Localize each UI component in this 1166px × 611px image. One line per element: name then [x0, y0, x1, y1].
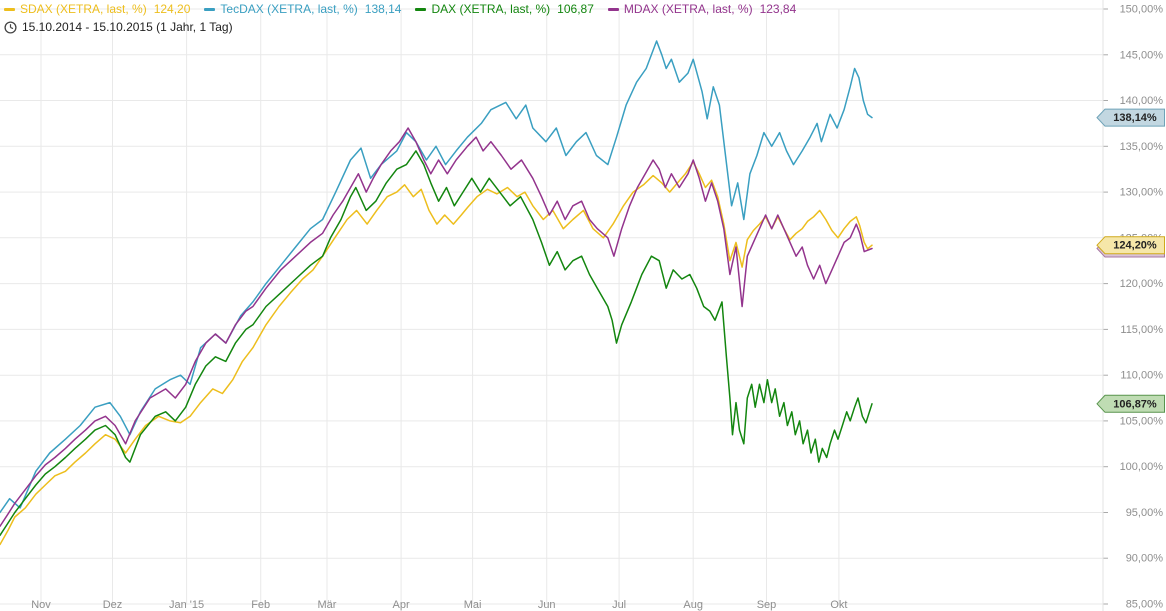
x-axis-label: Jul	[612, 599, 626, 611]
y-axis-label: 135,00%	[1120, 141, 1164, 153]
chart-period-label: 15.10.2014 - 15.10.2015 (1 Jahr, 1 Tag)	[22, 20, 233, 34]
x-axis-label: Jan '15	[169, 599, 204, 611]
legend-item-value: 123,84	[759, 2, 797, 16]
price-tag-tecdax	[1096, 108, 1165, 127]
clock-icon	[4, 20, 17, 34]
legend-color-dash	[204, 7, 216, 11]
x-axis-label: Aug	[683, 599, 703, 611]
x-axis-label: Feb	[251, 599, 270, 611]
legend-item-mdax[interactable]: MDAX (XETRA, last, %) 123,84	[607, 2, 797, 16]
legend-color-dash	[607, 7, 619, 11]
x-axis-label: Mär	[318, 599, 337, 611]
price-tag-value: 138,14%	[1113, 112, 1157, 124]
y-axis-label: 130,00%	[1120, 187, 1164, 199]
chart-legend: SDAX (XETRA, last, %) 124,20 TecDAX (XETRA…	[4, 2, 796, 34]
x-axis-label: Jun	[538, 599, 556, 611]
legend-item-tecdax[interactable]: TecDAX (XETRA, last, %) 138,14	[204, 2, 401, 16]
price-tag-value: 124,20%	[1113, 240, 1157, 252]
y-axis-label: 110,00%	[1120, 370, 1163, 382]
y-axis-label: 115,00%	[1120, 324, 1163, 336]
x-axis-label: Nov	[31, 599, 51, 611]
y-axis-label: 150,00%	[1120, 4, 1164, 16]
y-axis-label: 90,00%	[1126, 553, 1164, 565]
legend-item-label: DAX (XETRA, last, %)	[431, 2, 551, 16]
x-axis-label: Apr	[393, 599, 410, 611]
series-line-dax	[0, 150, 873, 537]
legend-item-value: 106,87	[557, 2, 594, 16]
legend-color-dash	[4, 7, 15, 11]
price-tag-dax	[1096, 394, 1165, 413]
period-row: 15.10.2014 - 15.10.2015 (1 Jahr, 1 Tag)	[4, 20, 796, 34]
x-axis-label: Mai	[464, 599, 482, 611]
legend-item-dax[interactable]: DAX (XETRA, last, %) 106,87	[415, 2, 594, 16]
price-tag-value: 106,87%	[1113, 398, 1157, 410]
legend-item-label: MDAX (XETRA, last, %)	[623, 2, 753, 16]
legend-item-value: 138,14	[364, 2, 402, 16]
series-line-sdax	[0, 161, 873, 546]
x-axis-label: Sep	[757, 599, 777, 611]
legend-item-sdax[interactable]: SDAX (XETRA, last, %) 124,20	[4, 2, 190, 16]
legend-item-label: SDAX (XETRA, last, %)	[20, 2, 147, 16]
y-axis-label: 95,00%	[1126, 507, 1164, 519]
legend-item-value: 124,20	[153, 2, 191, 16]
x-axis-label: Dez	[103, 599, 123, 611]
price-tag-sdax	[1096, 236, 1165, 255]
x-axis-label: Okt	[830, 599, 847, 611]
y-axis-label: 85,00%	[1126, 599, 1164, 611]
y-axis-label: 140,00%	[1120, 95, 1164, 107]
y-axis-label: 120,00%	[1120, 278, 1164, 290]
legend-item-label: TecDAX (XETRA, last, %)	[220, 2, 358, 16]
y-axis-label: 105,00%	[1120, 415, 1164, 427]
y-axis-label: 100,00%	[1120, 461, 1164, 473]
series-line-tecdax	[0, 40, 873, 514]
legend-row: SDAX (XETRA, last, %) 124,20 TecDAX (XETRA…	[4, 2, 796, 16]
y-axis-label: 145,00%	[1120, 49, 1164, 61]
series-line-mdax	[0, 127, 873, 527]
legend-color-dash	[415, 7, 427, 11]
